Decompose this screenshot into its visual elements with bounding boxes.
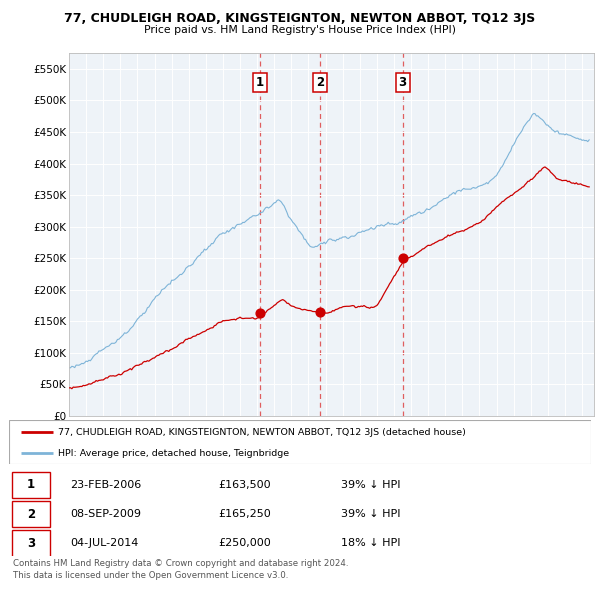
Text: Price paid vs. HM Land Registry's House Price Index (HPI): Price paid vs. HM Land Registry's House … — [144, 25, 456, 35]
FancyBboxPatch shape — [12, 472, 50, 498]
Text: Contains HM Land Registry data © Crown copyright and database right 2024.
This d: Contains HM Land Registry data © Crown c… — [13, 559, 349, 579]
Text: 2: 2 — [27, 507, 35, 521]
FancyBboxPatch shape — [12, 501, 50, 527]
Text: 04-JUL-2014: 04-JUL-2014 — [70, 539, 139, 548]
Text: 2: 2 — [316, 76, 324, 88]
FancyBboxPatch shape — [12, 530, 50, 557]
Point — [398, 254, 407, 263]
Text: 39% ↓ HPI: 39% ↓ HPI — [341, 480, 400, 490]
Text: 3: 3 — [398, 76, 407, 88]
Text: 39% ↓ HPI: 39% ↓ HPI — [341, 509, 400, 519]
Text: HPI: Average price, detached house, Teignbridge: HPI: Average price, detached house, Teig… — [58, 449, 290, 458]
Point — [255, 308, 265, 317]
Text: 08-SEP-2009: 08-SEP-2009 — [70, 509, 141, 519]
Text: £165,250: £165,250 — [218, 509, 271, 519]
Text: 18% ↓ HPI: 18% ↓ HPI — [341, 539, 400, 548]
Text: 1: 1 — [256, 76, 264, 88]
Text: 1: 1 — [27, 478, 35, 491]
Text: 77, CHUDLEIGH ROAD, KINGSTEIGNTON, NEWTON ABBOT, TQ12 3JS: 77, CHUDLEIGH ROAD, KINGSTEIGNTON, NEWTO… — [64, 12, 536, 25]
Point — [316, 307, 325, 316]
Text: £250,000: £250,000 — [218, 539, 271, 548]
Text: £163,500: £163,500 — [218, 480, 271, 490]
Text: 3: 3 — [27, 537, 35, 550]
Text: 77, CHUDLEIGH ROAD, KINGSTEIGNTON, NEWTON ABBOT, TQ12 3JS (detached house): 77, CHUDLEIGH ROAD, KINGSTEIGNTON, NEWTO… — [58, 428, 466, 437]
Text: 23-FEB-2006: 23-FEB-2006 — [70, 480, 142, 490]
FancyBboxPatch shape — [9, 420, 591, 464]
